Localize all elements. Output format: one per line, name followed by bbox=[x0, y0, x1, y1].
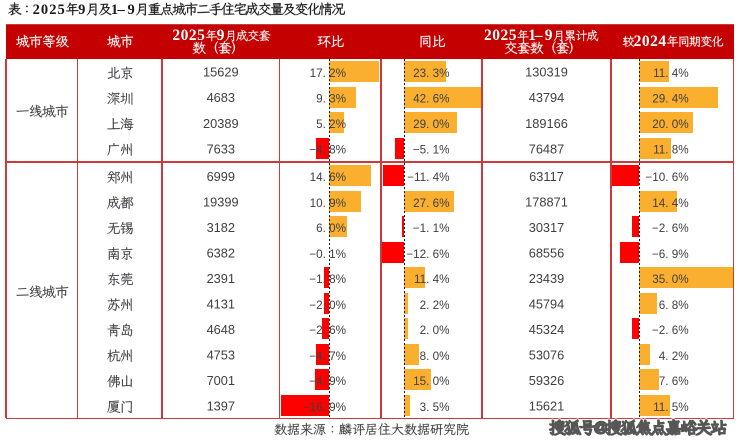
svg-text:3182: 3182 bbox=[207, 220, 235, 235]
svg-text:−4. 8%: −4. 8% bbox=[309, 144, 346, 157]
svg-text:−1. 8%: −1. 8% bbox=[309, 273, 346, 286]
svg-text:−2. 0%: −2. 0% bbox=[309, 299, 346, 312]
svg-text:−4. 7%: −4. 7% bbox=[309, 350, 346, 363]
svg-text:−5. 1%: −5. 1% bbox=[413, 144, 450, 157]
svg-text:1: 1 bbox=[111, 2, 118, 18]
svg-text:9: 9 bbox=[545, 27, 553, 44]
svg-text:178871: 178871 bbox=[525, 194, 568, 209]
svg-text:5: 5 bbox=[509, 27, 517, 44]
svg-text:2391: 2391 bbox=[207, 271, 235, 286]
svg-text:2: 2 bbox=[33, 2, 40, 18]
svg-text:9: 9 bbox=[78, 2, 85, 18]
svg-text:189166: 189166 bbox=[525, 116, 568, 131]
svg-text:1397: 1397 bbox=[207, 398, 235, 413]
svg-text:0: 0 bbox=[41, 2, 48, 18]
svg-text:9: 9 bbox=[217, 27, 225, 44]
svg-text:−1. 1%: −1. 1% bbox=[413, 222, 450, 235]
svg-text:59326: 59326 bbox=[529, 373, 565, 388]
svg-text:63117: 63117 bbox=[529, 169, 564, 184]
svg-text:30317: 30317 bbox=[529, 220, 565, 235]
svg-text:2: 2 bbox=[650, 33, 658, 50]
svg-text:10. 9%: 10. 9% bbox=[310, 197, 346, 210]
svg-text:9: 9 bbox=[128, 2, 135, 18]
svg-text:2: 2 bbox=[634, 33, 642, 50]
svg-text:45324: 45324 bbox=[529, 322, 565, 337]
svg-text:6382: 6382 bbox=[207, 245, 235, 260]
svg-text:−10. 6%: −10. 6% bbox=[645, 171, 688, 184]
svg-text:23439: 23439 bbox=[529, 271, 565, 286]
svg-text:−2. 6%: −2. 6% bbox=[652, 222, 689, 235]
svg-text:4753: 4753 bbox=[207, 347, 235, 362]
svg-text:9. 3%: 9. 3% bbox=[316, 93, 346, 106]
svg-text:29. 0%: 29. 0% bbox=[413, 118, 449, 131]
svg-text:45794: 45794 bbox=[529, 296, 565, 311]
svg-text:4131: 4131 bbox=[207, 296, 235, 311]
svg-text:5: 5 bbox=[197, 27, 205, 44]
svg-text:−4. 9%: −4. 9% bbox=[309, 375, 346, 388]
svg-text:11. 4%: 11. 4% bbox=[653, 67, 689, 80]
svg-text:23. 3%: 23. 3% bbox=[413, 67, 449, 80]
svg-text:7. 6%: 7. 6% bbox=[659, 375, 689, 388]
svg-text:0: 0 bbox=[492, 27, 500, 44]
svg-text:6. 8%: 6. 8% bbox=[659, 299, 689, 312]
svg-text:4: 4 bbox=[658, 33, 666, 50]
svg-text:17. 2%: 17. 2% bbox=[310, 67, 346, 80]
svg-text:−6. 9%: −6. 9% bbox=[652, 248, 689, 261]
svg-text:11. 5%: 11. 5% bbox=[653, 401, 689, 414]
svg-text:11. 8%: 11. 8% bbox=[653, 144, 689, 157]
svg-text:76487: 76487 bbox=[529, 141, 565, 156]
svg-text:−16. 9%: −16. 9% bbox=[303, 401, 346, 414]
svg-text:20389: 20389 bbox=[203, 116, 239, 131]
svg-text:15629: 15629 bbox=[203, 65, 239, 80]
svg-text:2: 2 bbox=[484, 27, 492, 44]
svg-text:14. 6%: 14. 6% bbox=[310, 171, 346, 184]
svg-text:4683: 4683 bbox=[207, 90, 235, 105]
svg-text:3. 5%: 3. 5% bbox=[420, 401, 450, 414]
svg-text:43794: 43794 bbox=[529, 90, 565, 105]
svg-text:14. 4%: 14. 4% bbox=[652, 197, 688, 210]
svg-text:2: 2 bbox=[501, 27, 509, 44]
svg-text:5. 2%: 5. 2% bbox=[316, 118, 346, 131]
svg-text:2. 2%: 2. 2% bbox=[420, 299, 450, 312]
svg-text:15. 0%: 15. 0% bbox=[413, 375, 449, 388]
svg-text:8. 0%: 8. 0% bbox=[420, 350, 450, 363]
svg-text:4. 2%: 4. 2% bbox=[659, 350, 689, 363]
svg-text:–: – bbox=[117, 2, 126, 18]
svg-text:130319: 130319 bbox=[525, 65, 568, 80]
svg-text:53076: 53076 bbox=[529, 347, 565, 362]
svg-text:2: 2 bbox=[172, 27, 180, 44]
svg-text:−2. 6%: −2. 6% bbox=[652, 324, 689, 337]
svg-text:19399: 19399 bbox=[203, 194, 239, 209]
svg-text:−11. 4%: −11. 4% bbox=[407, 171, 449, 184]
svg-text:2: 2 bbox=[49, 2, 56, 18]
svg-text:20. 0%: 20. 0% bbox=[652, 118, 688, 131]
svg-text:11. 4%: 11. 4% bbox=[414, 273, 450, 286]
svg-text:5: 5 bbox=[58, 2, 65, 18]
svg-text:0: 0 bbox=[642, 33, 650, 50]
svg-text:−2. 6%: −2. 6% bbox=[309, 324, 346, 337]
svg-text:15621: 15621 bbox=[529, 398, 565, 413]
svg-text:35. 0%: 35. 0% bbox=[652, 273, 688, 286]
svg-text:4648: 4648 bbox=[207, 322, 235, 337]
svg-text:7633: 7633 bbox=[207, 141, 235, 156]
svg-text:–: – bbox=[534, 27, 543, 44]
svg-text:−0. 1%: −0. 1% bbox=[309, 248, 346, 261]
svg-text:0: 0 bbox=[181, 27, 189, 44]
svg-text:2. 0%: 2. 0% bbox=[420, 324, 450, 337]
svg-text:−12. 6%: −12. 6% bbox=[406, 248, 449, 261]
svg-text:6. 0%: 6. 0% bbox=[316, 222, 346, 235]
svg-text:6999: 6999 bbox=[207, 169, 235, 184]
svg-text:2: 2 bbox=[189, 27, 197, 44]
svg-text:7001: 7001 bbox=[207, 373, 235, 388]
svg-text:27. 6%: 27. 6% bbox=[413, 197, 449, 210]
svg-text:68556: 68556 bbox=[529, 245, 565, 260]
svg-text:42. 6%: 42. 6% bbox=[413, 93, 449, 106]
svg-text:1: 1 bbox=[528, 27, 536, 44]
svg-text:29. 4%: 29. 4% bbox=[652, 93, 688, 106]
